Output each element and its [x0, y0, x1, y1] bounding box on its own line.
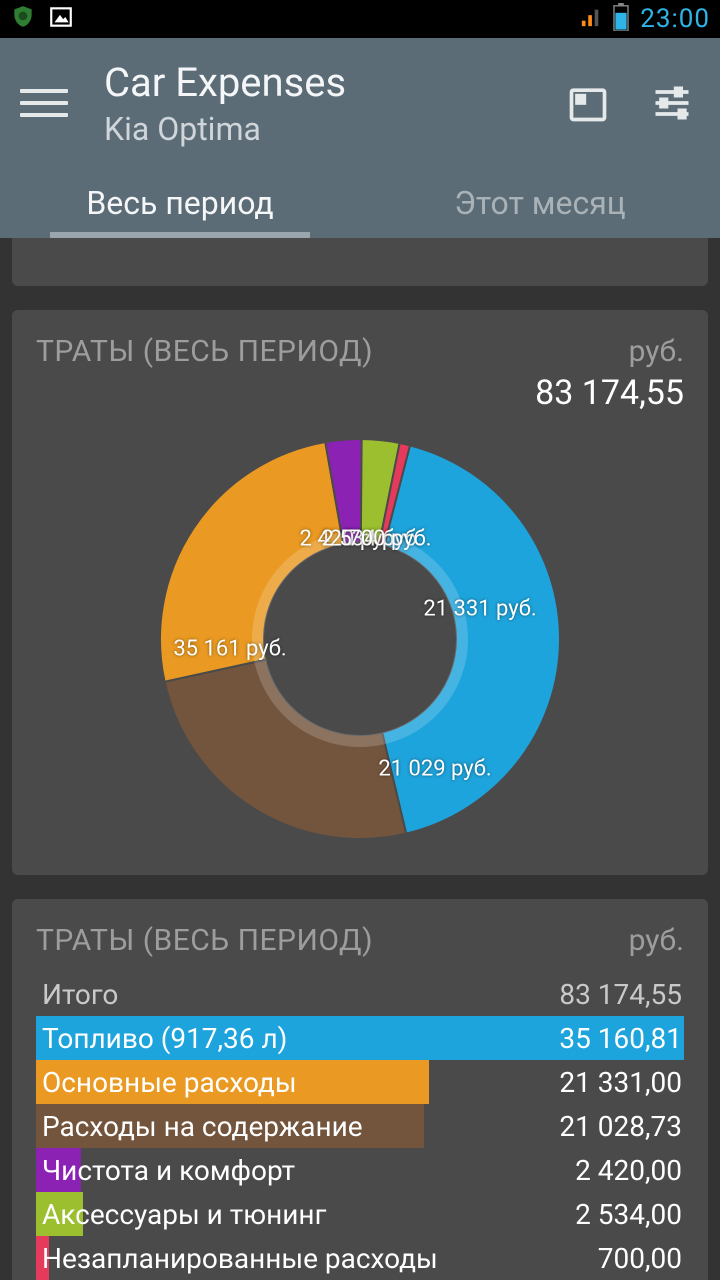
- status-bar: 23:00: [0, 0, 720, 38]
- row-label: Незапланированные расходы: [36, 1242, 438, 1275]
- row-value: 2 534,00: [575, 1198, 684, 1231]
- row-label: Итого: [36, 978, 118, 1011]
- app-bar: Car Expenses Kia Optima Весь периодЭтот …: [0, 38, 720, 238]
- battery-icon: [612, 3, 630, 35]
- shield-icon: [10, 4, 36, 34]
- tab-inactive[interactable]: Этот месяц: [360, 168, 720, 238]
- signal-icon: [580, 6, 602, 32]
- slice-label: 700 руб.: [348, 527, 431, 552]
- table-row[interactable]: Аксессуары и тюнинг 2 534,00: [36, 1192, 684, 1236]
- tune-icon[interactable]: [650, 81, 694, 125]
- expense-table: Итого 83 174,55 Топливо (917,36 л) 35 160,8…: [36, 972, 684, 1280]
- row-value: 35 160,81: [559, 1022, 684, 1055]
- calendar-icon[interactable]: [566, 81, 610, 125]
- row-label: Топливо (917,36 л): [36, 1022, 287, 1055]
- row-label: Аксессуары и тюнинг: [36, 1198, 326, 1231]
- table-card: ТРАТЫ (ВЕСЬ ПЕРИОД) руб. Итого 83 174,55 Т…: [12, 899, 708, 1280]
- table-row[interactable]: Основные расходы 21 331,00: [36, 1060, 684, 1104]
- table-row[interactable]: Чистота и комфорт 2 420,00: [36, 1148, 684, 1192]
- chart-card: ТРАТЫ (ВЕСЬ ПЕРИОД) руб. 83 174,55 35 16…: [12, 310, 708, 875]
- donut-chart[interactable]: 35 161 руб.21 029 руб.21 331 руб.2 420 р…: [36, 423, 684, 855]
- chart-card-total: 83 174,55: [535, 373, 684, 413]
- tab-active[interactable]: Весь период: [0, 168, 360, 238]
- chart-card-title: ТРАТЫ (ВЕСЬ ПЕРИОД): [36, 334, 373, 369]
- picture-icon: [48, 4, 74, 34]
- table-row[interactable]: Расходы на содержание 21 028,73: [36, 1104, 684, 1148]
- slice-label: 35 161 руб.: [173, 637, 286, 662]
- table-card-title: ТРАТЫ (ВЕСЬ ПЕРИОД): [36, 923, 373, 958]
- row-label: Чистота и комфорт: [36, 1154, 295, 1187]
- row-label: Расходы на содержание: [36, 1110, 363, 1143]
- app-title: Car Expenses: [104, 59, 566, 106]
- row-value: 2 420,00: [575, 1154, 684, 1187]
- slice-label: 21 029 руб.: [378, 757, 491, 782]
- table-card-unit: руб.: [629, 923, 684, 958]
- card-partial: [12, 238, 708, 286]
- slice-label: 21 331 руб.: [423, 597, 536, 622]
- chart-card-unit: руб.: [535, 334, 684, 369]
- row-value: 83 174,55: [559, 978, 684, 1011]
- tabs: Весь периодЭтот месяц: [0, 168, 720, 238]
- row-value: 21 331,00: [559, 1066, 684, 1099]
- app-subtitle: Kia Optima: [104, 110, 566, 148]
- row-value: 21 028,73: [559, 1110, 684, 1143]
- table-row[interactable]: Незапланированные расходы 700,00: [36, 1236, 684, 1280]
- table-row-total: Итого 83 174,55: [36, 972, 684, 1016]
- row-label: Основные расходы: [36, 1066, 297, 1099]
- status-clock: 23:00: [640, 4, 710, 34]
- row-value: 700,00: [598, 1242, 684, 1275]
- table-row[interactable]: Топливо (917,36 л) 35 160,81: [36, 1016, 684, 1060]
- menu-icon[interactable]: [20, 79, 68, 127]
